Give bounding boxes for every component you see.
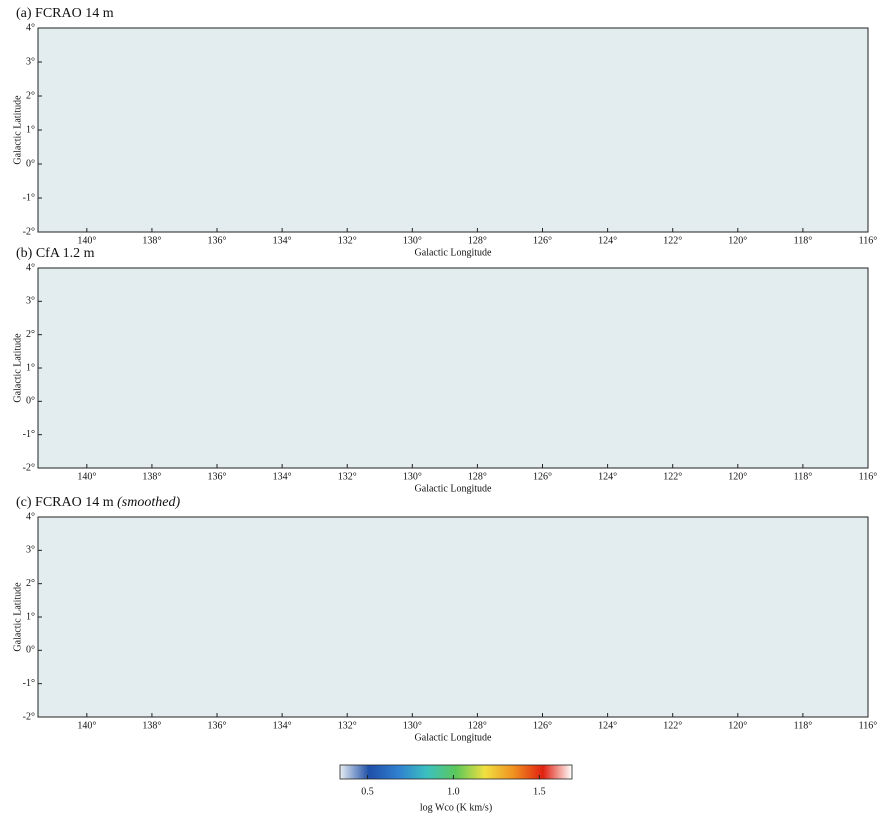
- y-tick-label: -1°: [23, 678, 35, 689]
- x-tick-label: 128°: [468, 471, 487, 482]
- x-tick-label: 136°: [208, 720, 227, 731]
- y-tick-label: -2°: [23, 462, 35, 473]
- x-tick-label: 140°: [77, 471, 96, 482]
- y-tick-label: 3°: [26, 545, 35, 556]
- x-tick-label: 128°: [468, 720, 487, 731]
- y-tick-label: -2°: [23, 226, 35, 237]
- y-tick-label: 0°: [26, 396, 35, 407]
- x-tick-label: 118°: [794, 720, 813, 731]
- y-tick-label: 0°: [26, 645, 35, 656]
- x-tick-label: 138°: [142, 720, 161, 731]
- y-axis-label: Galactic Latitude: [12, 582, 23, 652]
- x-tick-label: 122°: [663, 235, 682, 246]
- y-tick-label: 4°: [26, 262, 35, 273]
- y-tick-label: 2°: [26, 578, 35, 589]
- x-tick-label: 122°: [663, 720, 682, 731]
- y-tick-label: -1°: [23, 192, 35, 203]
- y-tick-label: 1°: [26, 611, 35, 622]
- x-tick-label: 120°: [728, 471, 747, 482]
- x-tick-label: 134°: [273, 235, 292, 246]
- x-tick-label: 132°: [338, 471, 357, 482]
- x-tick-label: 118°: [794, 235, 813, 246]
- x-tick-label: 134°: [273, 720, 292, 731]
- x-tick-label: 124°: [598, 235, 617, 246]
- x-tick-label: 134°: [273, 471, 292, 482]
- panel-title: (a) FCRAO 14 m: [16, 6, 114, 21]
- colorbar-tick-label: 1.5: [533, 786, 546, 797]
- x-tick-label: 124°: [598, 471, 617, 482]
- figure: (a) FCRAO 14 m 140° 138° 136° 134° 132° 130° 12…: [0, 0, 883, 817]
- plot-area: [38, 28, 868, 232]
- x-tick-label: 120°: [728, 720, 747, 731]
- y-tick-label: 1°: [26, 362, 35, 373]
- x-tick-label: 126°: [533, 471, 552, 482]
- x-tick-label: 118°: [794, 471, 813, 482]
- y-tick-label: 4°: [26, 22, 35, 33]
- y-tick-label: 3°: [26, 56, 35, 67]
- x-tick-label: 136°: [208, 471, 227, 482]
- plot-area: [38, 517, 868, 717]
- colorbar: [340, 765, 572, 779]
- y-axis-label: Galactic Latitude: [12, 333, 23, 403]
- x-tick-label: 116°: [859, 720, 878, 731]
- x-tick-label: 130°: [403, 720, 422, 731]
- panel-title: (b) CfA 1.2 m: [16, 246, 95, 261]
- panel-subtitle: (smoothed): [114, 495, 181, 510]
- x-tick-label: 126°: [533, 235, 552, 246]
- x-axis-label: Galactic Longitude: [415, 483, 492, 494]
- colorbar-tick-label: 1.0: [447, 786, 460, 797]
- x-tick-label: 130°: [403, 471, 422, 482]
- y-tick-label: 4°: [26, 511, 35, 522]
- x-tick-label: 124°: [598, 720, 617, 731]
- y-tick-label: 1°: [26, 124, 35, 135]
- y-tick-label: 2°: [26, 90, 35, 101]
- x-tick-label: 140°: [77, 720, 96, 731]
- x-axis-label: Galactic Longitude: [415, 732, 492, 743]
- plot-area: [38, 268, 868, 468]
- x-tick-label: 138°: [142, 235, 161, 246]
- x-tick-label: 122°: [663, 471, 682, 482]
- x-tick-label: 140°: [77, 235, 96, 246]
- panel-title: (c) FCRAO 14 m (smoothed): [16, 495, 180, 510]
- x-tick-label: 128°: [468, 235, 487, 246]
- y-axis-label: Galactic Latitude: [12, 95, 23, 165]
- x-tick-label: 126°: [533, 720, 552, 731]
- y-tick-label: -1°: [23, 429, 35, 440]
- x-tick-label: 116°: [859, 235, 878, 246]
- x-tick-label: 136°: [208, 235, 227, 246]
- x-tick-label: 130°: [403, 235, 422, 246]
- y-tick-label: 2°: [26, 329, 35, 340]
- y-tick-label: 3°: [26, 296, 35, 307]
- colorbar-tick-label: 0.5: [361, 786, 374, 797]
- x-tick-label: 132°: [338, 720, 357, 731]
- x-axis-label: Galactic Longitude: [415, 247, 492, 258]
- x-tick-label: 116°: [859, 471, 878, 482]
- x-tick-label: 138°: [142, 471, 161, 482]
- y-tick-label: 0°: [26, 158, 35, 169]
- y-tick-label: -2°: [23, 711, 35, 722]
- colorbar-label: log Wco (K km/s): [420, 802, 492, 813]
- x-tick-label: 132°: [338, 235, 357, 246]
- x-tick-label: 120°: [728, 235, 747, 246]
